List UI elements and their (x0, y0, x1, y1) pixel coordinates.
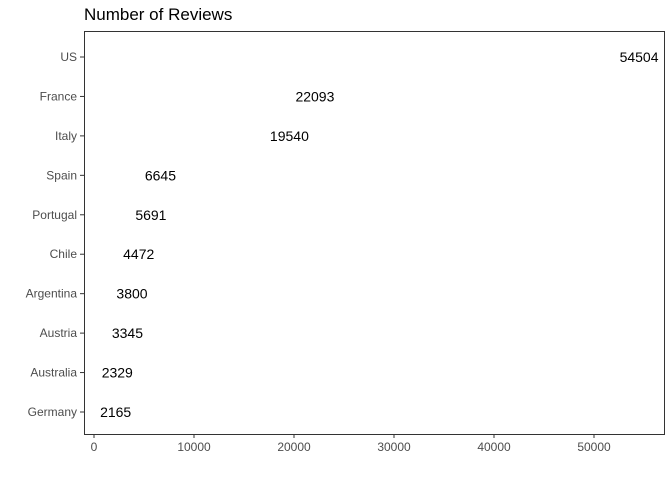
chart-title: Number of Reviews (84, 5, 233, 24)
x-tick-label: 50000 (577, 440, 611, 454)
x-tick-label: 40000 (477, 440, 511, 454)
x-tick-label: 0 (91, 440, 98, 454)
y-tick-label: Spain (46, 168, 77, 182)
data-label: 5691 (135, 207, 166, 223)
data-labels: 54504 22093 19540 6645 5691 4472 3800 3345 2329 2… (100, 49, 659, 420)
y-tick-label: Portugal (32, 208, 77, 222)
y-tick-label: France (40, 89, 78, 103)
data-label: 3800 (116, 286, 147, 302)
x-axis: 0 10000 20000 30000 40000 50000 (91, 434, 611, 454)
x-tick-label: 10000 (177, 440, 211, 454)
data-label: 3345 (112, 325, 143, 341)
data-label: 54504 (620, 49, 659, 65)
y-tick-label: Germany (28, 405, 77, 419)
data-label: 4472 (123, 246, 154, 262)
data-label: 2329 (102, 365, 133, 381)
y-tick-label: Chile (50, 247, 78, 261)
x-tick-label: 20000 (277, 440, 311, 454)
plot-panel-border (84, 31, 665, 435)
y-tick-label: Italy (55, 129, 77, 143)
data-label: 22093 (295, 88, 334, 104)
data-label: 6645 (145, 167, 176, 183)
y-tick-label: US (60, 50, 77, 64)
y-tick-label: Australia (30, 366, 77, 380)
x-tick-label: 30000 (377, 440, 411, 454)
data-label: 19540 (270, 128, 309, 144)
y-tick-label: Austria (40, 326, 78, 340)
y-tick-label: Argentina (26, 287, 78, 301)
y-axis: US France Italy Spain Portugal Chile Argentina… (26, 50, 84, 419)
data-label: 2165 (100, 404, 131, 420)
